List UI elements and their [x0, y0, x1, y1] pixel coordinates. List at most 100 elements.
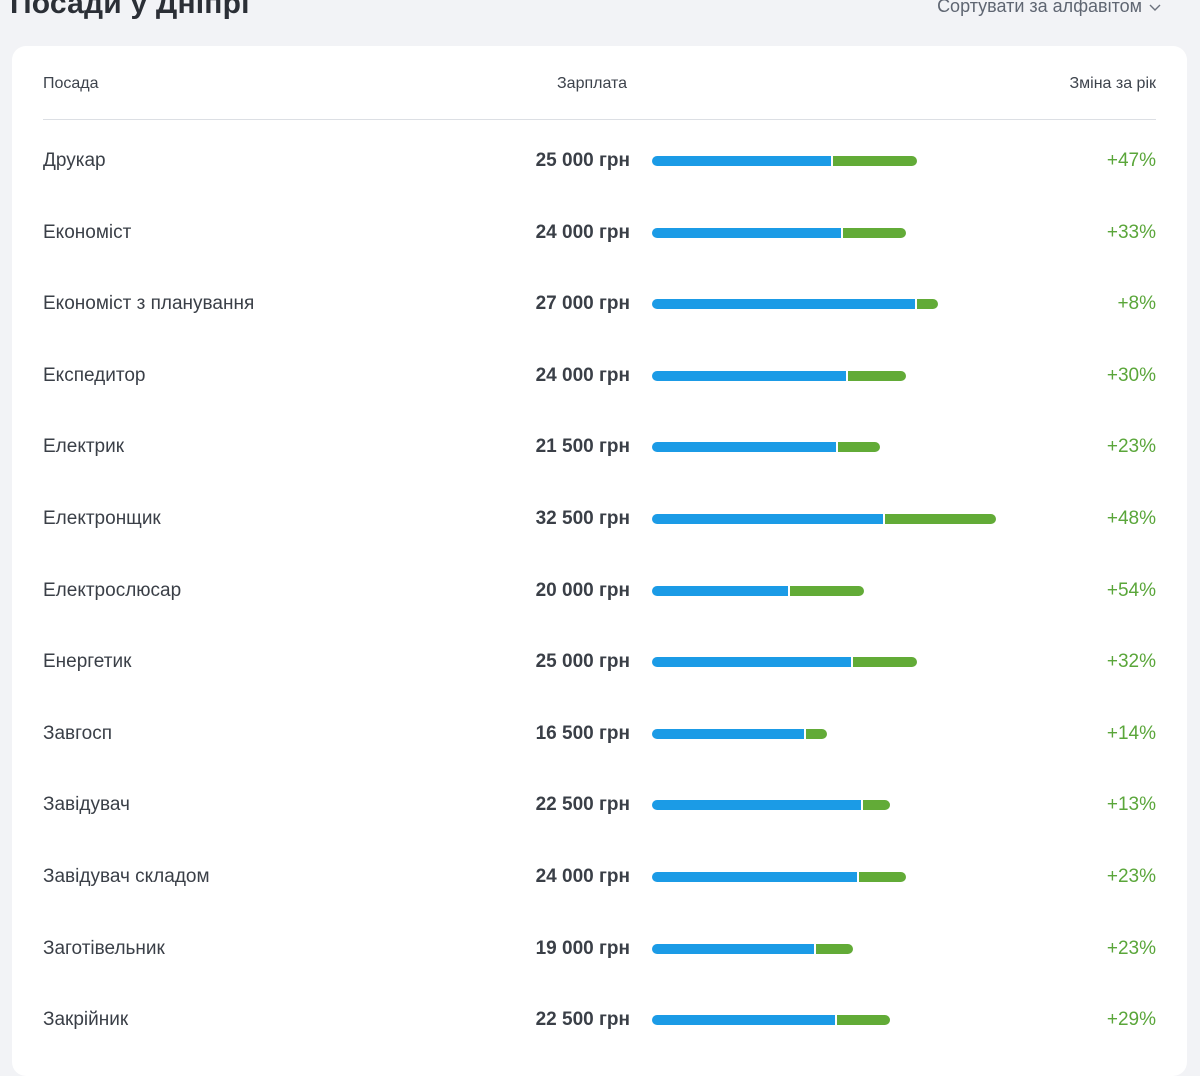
salary-growth-segment	[843, 227, 906, 238]
salary-value: 24 000 грн	[535, 364, 630, 386]
salary-growth-bar	[652, 513, 996, 524]
table-row[interactable]: Економіст з планування 27 000 грн +8%	[43, 262, 1156, 334]
yearly-change: +8%	[1117, 293, 1156, 315]
salary-growth-bar	[652, 871, 906, 882]
table-row[interactable]: Завгосп 16 500 грн +14%	[43, 692, 1156, 764]
bar-separator	[831, 156, 833, 166]
previous-salary-segment	[652, 943, 814, 954]
salary-growth-bar	[652, 156, 917, 166]
table-row[interactable]: Завідувач складом 24 000 грн +23%	[43, 835, 1156, 907]
yearly-change: +32%	[1106, 651, 1156, 673]
bar-separator	[846, 370, 848, 381]
salary-growth-bar	[652, 227, 906, 238]
job-title[interactable]: Електрик	[43, 436, 125, 458]
salary-growth-segment	[848, 370, 906, 381]
salary-growth-segment	[859, 871, 906, 882]
previous-salary-segment	[652, 442, 836, 453]
bar-separator	[835, 1015, 837, 1026]
salary-value: 21 500 грн	[535, 436, 630, 458]
page-title: Посади у Дніпрі	[10, 0, 250, 20]
table-header: Посада Зарплата Зміна за рік	[43, 73, 1156, 120]
yearly-change: +23%	[1106, 937, 1156, 959]
bar-separator	[841, 227, 843, 238]
table-row[interactable]: Закрійник 22 500 грн +29%	[43, 978, 1156, 1050]
salary-value: 24 000 грн	[535, 221, 630, 243]
salary-growth-segment	[790, 585, 864, 596]
salary-growth-segment	[833, 156, 917, 166]
column-header-salary: Зарплата	[557, 75, 628, 92]
yearly-change: +23%	[1106, 436, 1156, 458]
previous-salary-segment	[652, 156, 831, 166]
salary-growth-segment	[885, 513, 996, 524]
yearly-change: +14%	[1106, 722, 1156, 744]
bar-separator	[788, 585, 790, 596]
salary-growth-bar	[652, 370, 906, 381]
yearly-change: +13%	[1106, 794, 1156, 816]
yearly-change: +47%	[1106, 150, 1156, 171]
salary-value: 32 500 грн	[535, 507, 630, 529]
bar-separator	[883, 513, 885, 524]
salary-growth-bar	[652, 585, 864, 596]
bar-separator	[861, 800, 863, 811]
table-row[interactable]: Завідувач 22 500 грн +13%	[43, 763, 1156, 835]
table-row[interactable]: Енергетик 25 000 грн +32%	[43, 620, 1156, 692]
job-title[interactable]: Електрослюсар	[43, 579, 182, 601]
job-title[interactable]: Енергетик	[43, 651, 132, 673]
salary-growth-segment	[816, 943, 853, 954]
bar-separator	[857, 871, 859, 882]
salary-value: 24 000 грн	[535, 865, 630, 887]
salary-value: 20 000 грн	[535, 579, 630, 601]
salary-value: 25 000 грн	[535, 651, 630, 673]
salary-growth-segment	[853, 657, 917, 668]
bar-separator	[804, 728, 806, 739]
salary-growth-bar	[652, 800, 890, 811]
job-title[interactable]: Завідувач складом	[43, 865, 210, 887]
job-title[interactable]: Економіст з планування	[43, 293, 255, 315]
salary-growth-segment	[863, 800, 890, 811]
table-row[interactable]: Друкар 25 000 грн +47%	[43, 119, 1156, 191]
yearly-change: +33%	[1106, 221, 1156, 243]
salary-value: 22 500 грн	[535, 794, 630, 816]
previous-salary-segment	[652, 227, 841, 238]
table-row[interactable]: Заготівельник 19 000 грн +23%	[43, 907, 1156, 979]
table-row[interactable]: Електрик 21 500 грн +23%	[43, 405, 1156, 477]
yearly-change: +30%	[1106, 364, 1156, 386]
table-row[interactable]: Економіст 24 000 грн +33%	[43, 191, 1156, 263]
previous-salary-segment	[652, 728, 804, 739]
salary-growth-bar	[652, 728, 827, 739]
previous-salary-segment	[652, 299, 915, 310]
job-title[interactable]: Друкар	[43, 150, 106, 171]
salary-growth-bar	[652, 442, 880, 453]
table-body: Друкар 25 000 грн +47% Економіст 24 000 грн +…	[43, 119, 1156, 1050]
previous-salary-segment	[652, 800, 861, 811]
table-row[interactable]: Електронщик 32 500 грн +48%	[43, 477, 1156, 549]
job-title[interactable]: Закрійник	[43, 1009, 129, 1031]
salary-growth-bar	[652, 299, 938, 310]
previous-salary-segment	[652, 370, 846, 381]
job-title[interactable]: Експедитор	[43, 364, 146, 386]
yearly-change: +29%	[1106, 1009, 1156, 1031]
salary-growth-segment	[838, 442, 880, 453]
yearly-change: +54%	[1106, 579, 1156, 601]
job-title[interactable]: Заготівельник	[43, 937, 165, 959]
job-title[interactable]: Завідувач	[43, 794, 130, 816]
salary-value: 22 500 грн	[535, 1009, 630, 1031]
previous-salary-segment	[652, 1015, 835, 1026]
column-header-change: Зміна за рік	[1069, 75, 1156, 92]
salary-growth-bar	[652, 657, 917, 668]
salary-value: 16 500 грн	[535, 722, 630, 744]
chevron-down-icon	[1149, 4, 1161, 11]
yearly-change: +23%	[1106, 865, 1156, 887]
bar-separator	[915, 299, 917, 310]
yearly-change: +48%	[1106, 507, 1156, 529]
job-title[interactable]: Електронщик	[43, 507, 161, 529]
job-title[interactable]: Завгосп	[43, 722, 113, 744]
salary-growth-segment	[917, 299, 938, 310]
job-title[interactable]: Економіст	[43, 221, 132, 243]
salary-growth-bar	[652, 1015, 890, 1026]
table-row[interactable]: Експедитор 24 000 грн +30%	[43, 334, 1156, 406]
sort-dropdown[interactable]: Сортувати за алфавітом	[937, 0, 1162, 17]
table-row[interactable]: Електрослюсар 20 000 грн +54%	[43, 549, 1156, 621]
salary-value: 27 000 грн	[535, 293, 630, 315]
previous-salary-segment	[652, 513, 883, 524]
